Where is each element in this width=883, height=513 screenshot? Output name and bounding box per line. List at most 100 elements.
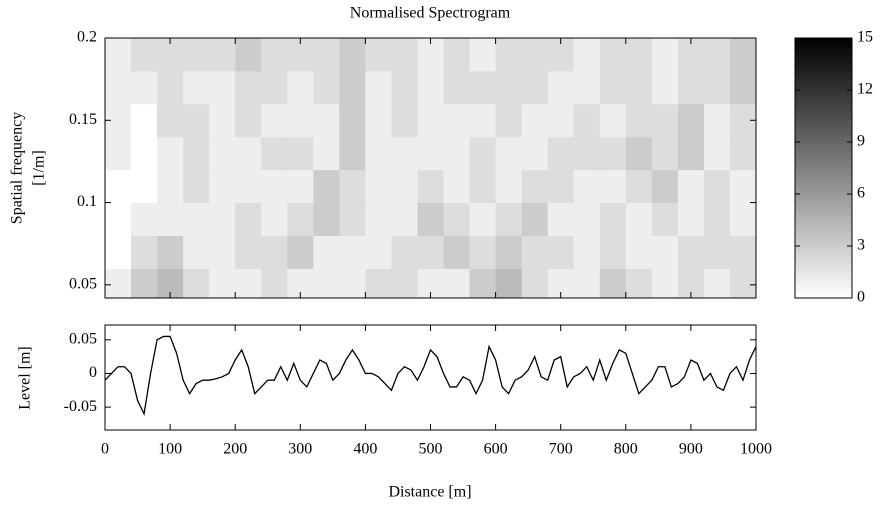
heatmap-cell <box>391 103 418 138</box>
x-tick-label: 500 <box>419 441 443 458</box>
heatmap-cell <box>521 268 549 298</box>
heatmap-cell <box>365 38 392 72</box>
x-axis-label: Distance [m] <box>388 484 471 501</box>
heatmap-cell <box>339 70 366 105</box>
heatmap-cell <box>287 70 314 105</box>
heatmap-cell <box>417 103 445 138</box>
heatmap-cell <box>469 202 497 236</box>
heatmap-cell <box>443 235 471 269</box>
heatmap-cell <box>209 103 236 138</box>
heatmap-cell <box>729 136 756 171</box>
heatmap-cell <box>417 235 445 269</box>
heatmap-cell <box>625 169 653 204</box>
heatmap-cell <box>625 103 653 138</box>
heatmap-cell <box>105 169 132 204</box>
heatmap-cell <box>573 235 601 269</box>
heatmap-cell <box>443 136 471 171</box>
heatmap-cell <box>339 202 366 236</box>
heatmap-cell <box>313 70 340 105</box>
heatmap-cell <box>365 136 392 171</box>
heatmap-cell <box>651 268 679 298</box>
heatmap-cell <box>599 136 627 171</box>
heatmap-cell <box>105 38 132 72</box>
colorbar <box>795 38 852 298</box>
colorbar-tick-label: 9 <box>857 133 865 150</box>
heatmap-cell <box>651 202 679 236</box>
heatmap <box>105 38 756 298</box>
heatmap-cell <box>651 169 679 204</box>
heatmap-cell <box>183 38 210 72</box>
heatmap-cell <box>391 202 418 236</box>
heatmap-cell <box>547 70 575 105</box>
heatmap-cell <box>729 70 756 105</box>
heatmap-cell <box>287 169 314 204</box>
heatmap-cell <box>703 136 731 171</box>
heatmap-cell <box>703 103 731 138</box>
heatmap-cell <box>131 202 158 236</box>
heatmap-cell <box>599 103 627 138</box>
heatmap-cell <box>495 268 523 298</box>
y-tick-label: -0.05 <box>64 398 97 415</box>
heatmap-cell <box>261 268 288 298</box>
heatmap-cell <box>469 136 497 171</box>
heatmap-cell <box>261 136 288 171</box>
x-tick-label: 700 <box>549 441 573 458</box>
heatmap-cell <box>287 202 314 236</box>
x-tick-label: 800 <box>614 441 638 458</box>
chart-title: Normalised Spectrogram <box>350 5 511 22</box>
heatmap-cell <box>677 70 705 105</box>
y-tick-label: 0.05 <box>69 330 97 347</box>
heatmap-cell <box>313 268 340 298</box>
heatmap-cell <box>599 268 627 298</box>
heatmap-cell <box>443 70 471 105</box>
heatmap-cell <box>339 136 366 171</box>
heatmap-cell <box>599 235 627 269</box>
heatmap-cell <box>131 136 158 171</box>
heatmap-cell <box>547 202 575 236</box>
heatmap-cell <box>157 70 184 105</box>
heatmap-cell <box>105 268 132 298</box>
heatmap-cell <box>313 103 340 138</box>
heatmap-cell <box>261 169 288 204</box>
level-line <box>105 335 756 416</box>
heatmap-cell <box>677 136 705 171</box>
y-axis-label: Level [m] <box>17 346 34 410</box>
heatmap-cell <box>105 136 132 171</box>
heatmap-cell <box>339 38 366 72</box>
heatmap-cell <box>599 38 627 72</box>
heatmap-cell <box>495 70 523 105</box>
heatmap-cell <box>677 235 705 269</box>
heatmap-cell <box>625 235 653 269</box>
heatmap-cell <box>703 268 731 298</box>
heatmap-cell <box>183 169 210 204</box>
heatmap-cell <box>339 268 366 298</box>
heatmap-cell <box>599 202 627 236</box>
heatmap-cell <box>261 235 288 269</box>
heatmap-cell <box>677 202 705 236</box>
heatmap-cell <box>183 70 210 105</box>
heatmap-cell <box>573 202 601 236</box>
heatmap-cell <box>131 169 158 204</box>
heatmap-cell <box>469 169 497 204</box>
heatmap-cell <box>391 169 418 204</box>
heatmap-cell <box>625 70 653 105</box>
axes-frame <box>104 324 757 431</box>
heatmap-cell <box>521 38 549 72</box>
heatmap-cell <box>573 268 601 298</box>
heatmap-cell <box>573 169 601 204</box>
heatmap-cell <box>391 235 418 269</box>
heatmap-cell <box>365 103 392 138</box>
heatmap-cell <box>105 202 132 236</box>
colorbar-tick-label: 12 <box>857 81 873 98</box>
heatmap-cell <box>495 169 523 204</box>
heatmap-cell <box>339 235 366 269</box>
colorbar-tick-label: 15 <box>857 29 873 46</box>
heatmap-cell <box>313 136 340 171</box>
x-tick-label: 600 <box>484 441 508 458</box>
heatmap-cell <box>417 202 445 236</box>
heatmap-cell <box>417 136 445 171</box>
heatmap-cell <box>469 70 497 105</box>
heatmap-cell <box>235 103 262 138</box>
heatmap-cell <box>547 235 575 269</box>
heatmap-cell <box>105 70 132 105</box>
